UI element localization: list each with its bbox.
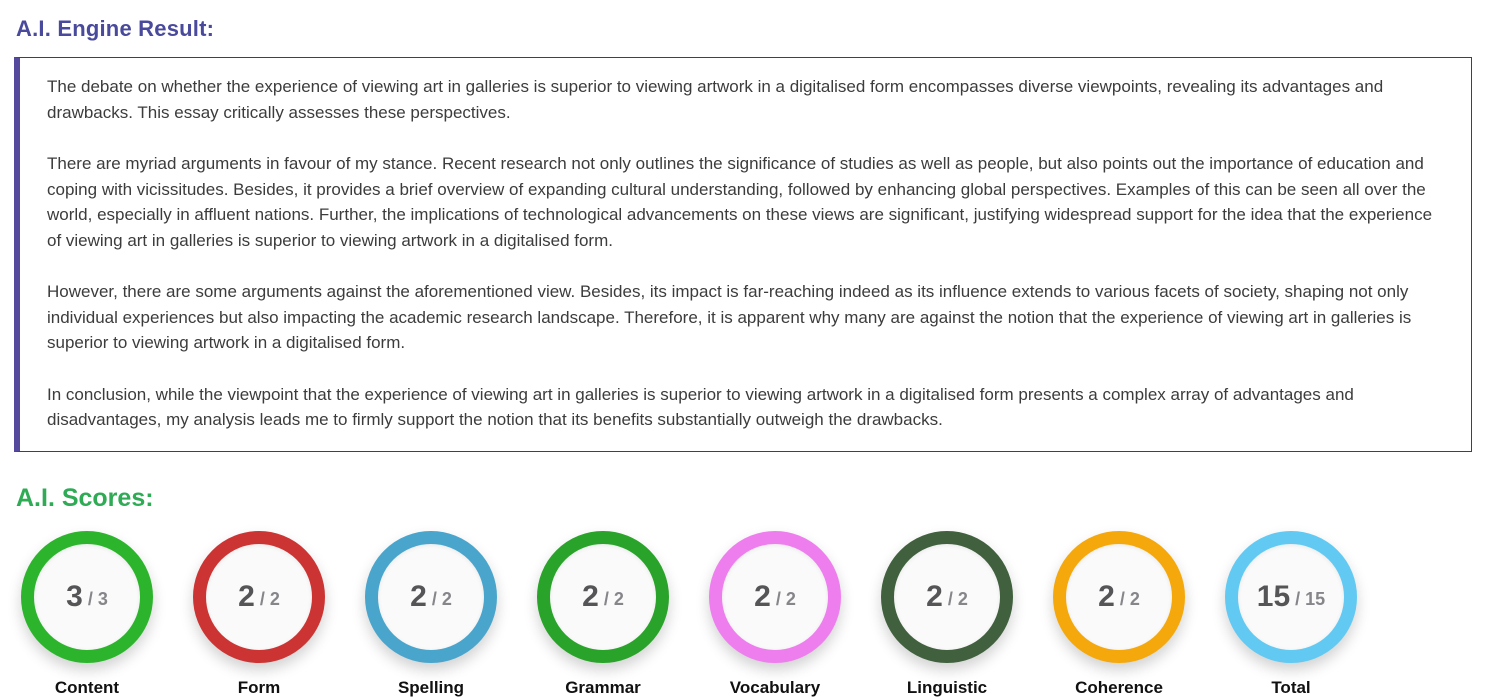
- score-value: 2: [754, 579, 771, 613]
- score-max: / 3: [87, 589, 108, 609]
- score-item: 2 / 2 Vocabulary: [689, 530, 861, 698]
- score-item: 2 / 2 Spelling: [345, 530, 517, 698]
- score-label: Vocabulary: [729, 677, 821, 697]
- score-max: / 2: [259, 589, 280, 609]
- score-item: 15 / 15 Total: [1205, 530, 1377, 698]
- score-max: / 2: [1119, 589, 1140, 609]
- score-value: 2: [238, 579, 255, 613]
- score-circle: 15 / 15: [1225, 530, 1357, 663]
- score-item: 2 / 2 Grammar: [517, 530, 689, 698]
- score-value: 2: [582, 579, 599, 613]
- score-item: 3 / 3 Content: [1, 530, 173, 698]
- score-label: Total: [1271, 677, 1311, 697]
- scores-row: 3 / 3 Content 2 / 2 Form 2 / 2 Spelling …: [1, 530, 1472, 698]
- essay-paragraph: The debate on whether the experience of …: [47, 77, 1384, 122]
- score-circle: 2 / 2: [881, 530, 1013, 663]
- score-max: / 2: [431, 589, 452, 609]
- score-item: 2 / 2 Form: [173, 530, 345, 698]
- score-label: Grammar: [565, 677, 641, 697]
- score-max: / 2: [947, 589, 968, 609]
- score-value: 2: [926, 579, 943, 613]
- score-max: / 2: [775, 589, 796, 609]
- score-value: 2: [410, 579, 427, 613]
- score-label: Coherence: [1075, 677, 1163, 697]
- score-label: Linguistic: [906, 677, 988, 697]
- score-circle: 2 / 2: [193, 530, 325, 663]
- score-value: 3: [66, 579, 83, 613]
- essay-paragraph: There are myriad arguments in favour of …: [47, 154, 1433, 250]
- score-label: Content: [54, 677, 120, 697]
- score-label: Form: [237, 677, 281, 697]
- score-circle: 2 / 2: [537, 530, 669, 663]
- score-circle: 3 / 3: [21, 530, 153, 663]
- essay-result-panel: The debate on whether the experience of …: [14, 57, 1472, 452]
- score-item: 2 / 2 Coherence: [1033, 530, 1205, 698]
- score-label: Spelling: [397, 677, 465, 697]
- score-item: 2 / 2 Linguistic: [861, 530, 1033, 698]
- essay-paragraph: However, there are some arguments agains…: [47, 282, 1412, 352]
- score-circle: 2 / 2: [1053, 530, 1185, 663]
- score-circle: 2 / 2: [365, 530, 497, 663]
- score-max: / 2: [603, 589, 624, 609]
- score-max: / 15: [1295, 589, 1326, 609]
- score-value: 15: [1256, 579, 1291, 613]
- ai-scores-title: A.I. Scores:: [16, 483, 154, 512]
- score-value: 2: [1098, 579, 1115, 613]
- ai-engine-result-title: A.I. Engine Result:: [16, 16, 215, 41]
- score-circle: 2 / 2: [709, 530, 841, 663]
- essay-paragraph: In conclusion, while the viewpoint that …: [47, 384, 1354, 430]
